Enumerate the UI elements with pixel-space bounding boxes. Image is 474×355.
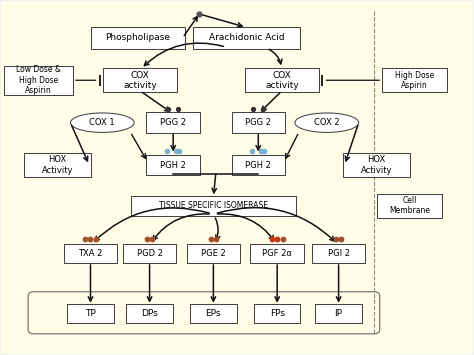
Text: PGH 2: PGH 2 bbox=[160, 160, 186, 170]
FancyBboxPatch shape bbox=[28, 292, 380, 334]
FancyBboxPatch shape bbox=[190, 304, 237, 323]
Text: EPs: EPs bbox=[206, 309, 221, 318]
Ellipse shape bbox=[295, 113, 359, 132]
Text: COX
activity: COX activity bbox=[123, 71, 157, 90]
Text: TISSUE SPECIFIC ISOMERASE: TISSUE SPECIFIC ISOMERASE bbox=[159, 201, 268, 210]
Text: PGG 2: PGG 2 bbox=[160, 118, 186, 127]
Text: Arachidonic Acid: Arachidonic Acid bbox=[209, 33, 284, 42]
FancyBboxPatch shape bbox=[245, 68, 319, 92]
FancyBboxPatch shape bbox=[123, 244, 176, 263]
Ellipse shape bbox=[71, 113, 134, 132]
Text: PGG 2: PGG 2 bbox=[245, 118, 271, 127]
Text: PGI 2: PGI 2 bbox=[328, 249, 350, 258]
FancyBboxPatch shape bbox=[254, 304, 301, 323]
Text: HOX
Activity: HOX Activity bbox=[42, 155, 73, 175]
FancyBboxPatch shape bbox=[67, 304, 114, 323]
FancyBboxPatch shape bbox=[131, 196, 296, 216]
FancyBboxPatch shape bbox=[127, 304, 173, 323]
Text: HOX
Activity: HOX Activity bbox=[361, 155, 392, 175]
Text: PGH 2: PGH 2 bbox=[246, 160, 271, 170]
Text: TP: TP bbox=[85, 309, 96, 318]
Text: Phospholipase: Phospholipase bbox=[105, 33, 170, 42]
Text: TXA 2: TXA 2 bbox=[78, 249, 103, 258]
Text: PGD 2: PGD 2 bbox=[137, 249, 163, 258]
Text: DPs: DPs bbox=[141, 309, 158, 318]
Text: Cell
Membrane: Cell Membrane bbox=[389, 196, 430, 215]
Text: High Dose
Aspirin: High Dose Aspirin bbox=[394, 71, 434, 90]
Text: COX
activity: COX activity bbox=[265, 71, 299, 90]
FancyBboxPatch shape bbox=[232, 155, 285, 175]
FancyBboxPatch shape bbox=[343, 153, 410, 177]
FancyBboxPatch shape bbox=[250, 244, 304, 263]
Text: PGF 2α: PGF 2α bbox=[262, 249, 292, 258]
FancyBboxPatch shape bbox=[91, 27, 184, 49]
FancyBboxPatch shape bbox=[192, 27, 301, 49]
FancyBboxPatch shape bbox=[146, 113, 200, 133]
FancyBboxPatch shape bbox=[232, 113, 285, 133]
Text: COX 2: COX 2 bbox=[314, 118, 339, 127]
Text: FPs: FPs bbox=[270, 309, 285, 318]
FancyBboxPatch shape bbox=[377, 194, 442, 218]
FancyBboxPatch shape bbox=[103, 68, 177, 92]
FancyBboxPatch shape bbox=[316, 304, 362, 323]
Text: PGE 2: PGE 2 bbox=[201, 249, 226, 258]
FancyBboxPatch shape bbox=[3, 66, 73, 95]
Text: COX 1: COX 1 bbox=[90, 118, 115, 127]
FancyBboxPatch shape bbox=[312, 244, 365, 263]
FancyBboxPatch shape bbox=[382, 68, 447, 92]
FancyBboxPatch shape bbox=[146, 155, 200, 175]
FancyBboxPatch shape bbox=[64, 244, 117, 263]
Text: Low Dose &
High Dose
Aspirin: Low Dose & High Dose Aspirin bbox=[16, 65, 61, 95]
FancyBboxPatch shape bbox=[24, 153, 91, 177]
FancyBboxPatch shape bbox=[187, 244, 240, 263]
Text: IP: IP bbox=[335, 309, 343, 318]
